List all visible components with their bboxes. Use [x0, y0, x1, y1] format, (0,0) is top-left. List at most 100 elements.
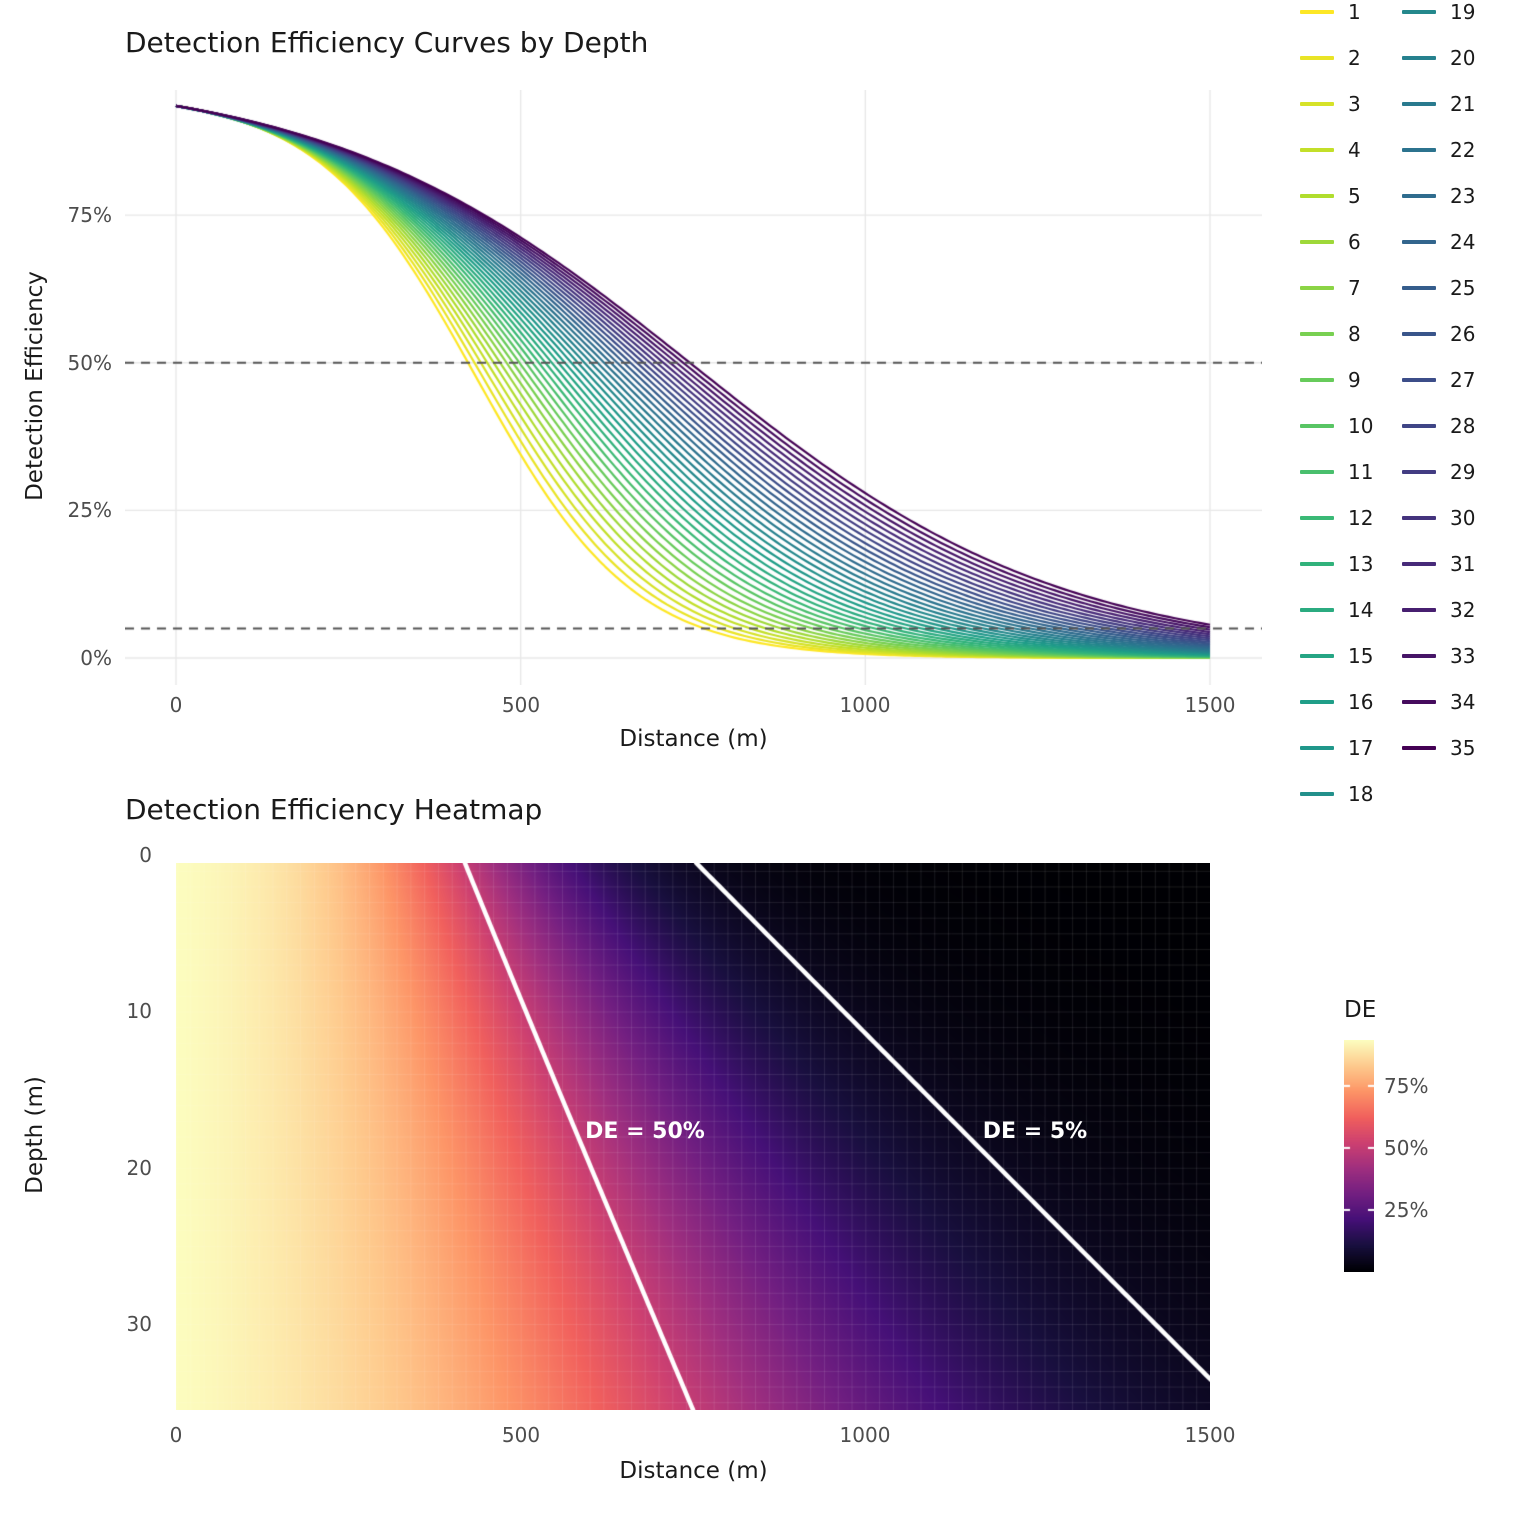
- legend-line-swatch: [1300, 746, 1334, 750]
- legend-item-depth-4: 4: [1300, 127, 1373, 173]
- legend-item-label: 21: [1450, 92, 1476, 116]
- legend-item-depth-11: 11: [1300, 449, 1373, 495]
- legend-item-depth-6: 6: [1300, 219, 1373, 265]
- x-tick-1500: 1500: [1184, 693, 1236, 717]
- heatmap-plot-canvas: [176, 863, 1210, 1410]
- legend-line-swatch: [1300, 562, 1334, 566]
- legend-item-depth-32: 32: [1402, 587, 1475, 633]
- colorbar-tick-75: 75%: [1384, 1074, 1429, 1098]
- legend-item-depth-23: 23: [1402, 173, 1475, 219]
- legend-line-swatch: [1402, 194, 1436, 198]
- legend-item-label: 25: [1450, 276, 1476, 300]
- legend-item-label: 20: [1450, 46, 1476, 70]
- legend-item-label: 32: [1450, 598, 1476, 622]
- heatmap-y-axis-title: Depth (m): [22, 1076, 48, 1194]
- legend-line-swatch: [1402, 654, 1436, 658]
- y-tick-25: 25%: [67, 498, 112, 522]
- legend-item-label: 2: [1348, 46, 1361, 70]
- heatmap-chart-title: Detection Efficiency Heatmap: [125, 793, 543, 826]
- legend-item-label: 15: [1348, 644, 1374, 668]
- colorbar-tick-50: 50%: [1384, 1136, 1429, 1160]
- x-tick-1000: 1000: [839, 693, 891, 717]
- legend-line-swatch: [1300, 240, 1334, 244]
- legend-line-swatch: [1300, 148, 1334, 152]
- legend-item-label: 8: [1348, 322, 1361, 346]
- legend-line-swatch: [1300, 654, 1334, 658]
- legend-line-swatch: [1402, 470, 1436, 474]
- legend-item-label: 10: [1348, 414, 1374, 438]
- legend-item-label: 26: [1450, 322, 1476, 346]
- legend-item-label: 19: [1450, 0, 1476, 24]
- legend-line-swatch: [1300, 424, 1334, 428]
- legend-item-depth-31: 31: [1402, 541, 1475, 587]
- legend-item-label: 34: [1450, 690, 1476, 714]
- legend-line-swatch: [1402, 746, 1436, 750]
- legend-item-depth-30: 30: [1402, 495, 1475, 541]
- legend-line-swatch: [1402, 286, 1436, 290]
- legend-line-swatch: [1402, 102, 1436, 106]
- legend-line-swatch: [1402, 10, 1436, 14]
- legend-item-label: 14: [1348, 598, 1374, 622]
- legend-line-swatch: [1300, 608, 1334, 612]
- curves-chart: Detection Efficiency Curves by Depth Det…: [22, 0, 1476, 806]
- contour-label-5: DE = 5%: [982, 1119, 1088, 1144]
- legend-item-depth-3: 3: [1300, 81, 1373, 127]
- legend-item-label: 11: [1348, 460, 1374, 484]
- hm-x-tick-1500: 1500: [1184, 1423, 1236, 1447]
- legend-item-depth-29: 29: [1402, 449, 1475, 495]
- legend-line-swatch: [1300, 332, 1334, 336]
- legend-line-swatch: [1300, 102, 1334, 106]
- legend-line-swatch: [1300, 792, 1334, 796]
- depth-tick-30: 30: [126, 1312, 152, 1336]
- legend-line-swatch: [1402, 700, 1436, 704]
- heatmap-chart: Detection Efficiency Heatmap: [0, 780, 1536, 1536]
- legend-item-depth-16: 16: [1300, 679, 1373, 725]
- legend-item-depth-7: 7: [1300, 265, 1373, 311]
- depth-tick-20: 20: [126, 1156, 152, 1180]
- legend-item-label: 27: [1450, 368, 1476, 392]
- legend-item-label: 28: [1450, 414, 1476, 438]
- legend-item-label: 23: [1450, 184, 1476, 208]
- hm-x-tick-0: 0: [169, 1423, 183, 1447]
- curves-plot-canvas: [125, 90, 1262, 685]
- legend-item-label: 9: [1348, 368, 1361, 392]
- colorbar-tick-25: 25%: [1384, 1198, 1429, 1222]
- legend-item-depth-20: 20: [1402, 35, 1475, 81]
- legend-item-depth-22: 22: [1402, 127, 1475, 173]
- legend-line-swatch: [1402, 332, 1436, 336]
- colorbar: [1344, 1040, 1374, 1272]
- legend-item-label: 7: [1348, 276, 1361, 300]
- legend-line-swatch: [1402, 56, 1436, 60]
- legend-item-label: 24: [1450, 230, 1476, 254]
- curves-legend-column-1: 1 2 3 4 5 6 7 8 9 10 11 12 13 14 15 16 17 18: [1300, 0, 1373, 817]
- legend-item-depth-27: 27: [1402, 357, 1475, 403]
- legend-item-label: 4: [1348, 138, 1361, 162]
- legend-line-swatch: [1402, 378, 1436, 382]
- legend-line-swatch: [1402, 608, 1436, 612]
- legend-line-swatch: [1402, 240, 1436, 244]
- legend-line-swatch: [1300, 700, 1334, 704]
- legend-item-depth-2: 2: [1300, 35, 1373, 81]
- legend-line-swatch: [1402, 562, 1436, 566]
- legend-line-swatch: [1402, 424, 1436, 428]
- curves-y-axis-title: Detection Efficiency: [22, 271, 48, 501]
- legend-item-label: 18: [1348, 782, 1374, 806]
- legend-line-swatch: [1300, 56, 1334, 60]
- legend-line-swatch: [1300, 286, 1334, 290]
- x-tick-0: 0: [169, 693, 183, 717]
- x-tick-500: 500: [501, 693, 541, 717]
- legend-line-swatch: [1300, 470, 1334, 474]
- legend-line-swatch: [1300, 378, 1334, 382]
- legend-item-label: 5: [1348, 184, 1361, 208]
- legend-item-depth-25: 25: [1402, 265, 1475, 311]
- legend-item-depth-1: 1: [1300, 0, 1373, 35]
- legend-item-depth-14: 14: [1300, 587, 1373, 633]
- y-tick-75: 75%: [67, 203, 112, 227]
- legend-item-depth-8: 8: [1300, 311, 1373, 357]
- y-tick-0: 0%: [80, 646, 112, 670]
- legend-item-depth-24: 24: [1402, 219, 1475, 265]
- curves-chart-title: Detection Efficiency Curves by Depth: [125, 26, 649, 59]
- legend-item-depth-17: 17: [1300, 725, 1373, 771]
- legend-item-depth-12: 12: [1300, 495, 1373, 541]
- legend-item-depth-15: 15: [1300, 633, 1373, 679]
